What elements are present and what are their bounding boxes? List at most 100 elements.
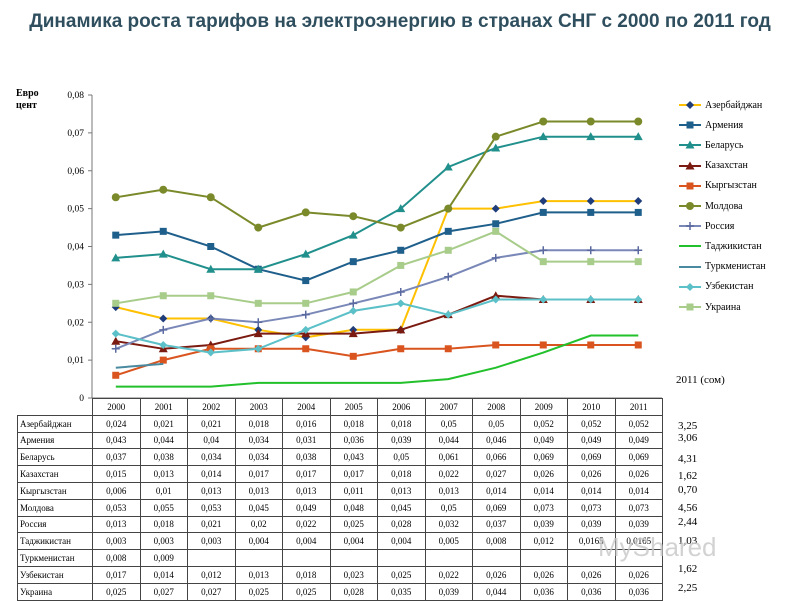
y-tick-label: 0,08 <box>67 91 84 101</box>
data-label: 0,069 <box>472 498 521 517</box>
data-point <box>302 345 310 353</box>
data-point <box>491 143 501 152</box>
data-point <box>444 272 453 281</box>
data-label: 0,043 <box>92 431 141 450</box>
data-point <box>111 193 120 202</box>
data-point <box>159 185 168 194</box>
y-tick-label: 0,06 <box>67 167 84 177</box>
data-label: 0,016 <box>282 414 331 433</box>
data-label: 0,022 <box>424 465 473 483</box>
data-label: 0,037 <box>92 448 141 467</box>
row-name: Туркменистан <box>17 549 93 567</box>
x-tick-label: 2006 <box>377 398 426 416</box>
data-label: 0,017 <box>234 465 283 483</box>
data-label: 0,026 <box>519 565 568 584</box>
data-point <box>539 246 548 255</box>
legend-swatch <box>679 202 701 210</box>
legend-swatch <box>679 161 701 170</box>
x-tick-label: 2009 <box>519 398 568 416</box>
data-point <box>492 341 500 349</box>
data-point <box>111 344 120 353</box>
table-row: Таджикистан 0,003 0,003 0,003 0,004 0,004 0,00… <box>17 532 663 551</box>
data-point <box>159 356 167 364</box>
data-label: 0,004 <box>329 532 378 551</box>
data-label: 0,046 <box>472 431 521 450</box>
legend-swatch-marker <box>686 182 694 190</box>
data-label: 0,012 <box>519 532 568 551</box>
data-point <box>397 246 405 254</box>
table-corner-cell <box>17 398 93 416</box>
row-name: Молдова <box>17 498 93 517</box>
legend-swatch <box>679 303 701 311</box>
data-label: 0,012 <box>187 565 236 584</box>
legend-item: Узбекистан <box>678 280 753 294</box>
data-label: 0,026 <box>472 565 521 584</box>
data-point <box>539 117 548 126</box>
data-label: 0,013 <box>92 515 141 534</box>
data-point <box>491 295 500 304</box>
legend-item: Кыргызстан <box>678 179 757 193</box>
data-label: 0,039 <box>519 515 568 534</box>
table-row: Туркменистан 0,008 0,009 <box>17 549 663 567</box>
data-point <box>539 208 547 216</box>
data-label: 0,013 <box>234 565 283 584</box>
data-label: 0,05 <box>472 414 521 433</box>
data-label: 0,034 <box>234 431 283 450</box>
data-label: 0,039 <box>377 431 426 450</box>
data-label: 0,026 <box>519 465 568 483</box>
data-label: 0,053 <box>92 498 141 517</box>
data-point <box>587 258 595 266</box>
data-label: 0,05 <box>377 448 426 467</box>
data-label: 0,026 <box>567 565 616 584</box>
legend-label: Россия <box>705 220 735 232</box>
data-label: 0,004 <box>234 532 283 551</box>
data-label <box>282 549 331 567</box>
legend-item: Армения <box>678 118 743 132</box>
data-label: 0,024 <box>92 414 141 433</box>
x-tick-label: 2003 <box>234 398 283 416</box>
data-label: 0,026 <box>614 565 663 584</box>
legend-swatch <box>679 265 701 268</box>
data-point <box>634 208 642 216</box>
x-tick-label: 2010 <box>567 398 616 416</box>
side-value: 3,25 <box>678 420 698 432</box>
data-point <box>112 371 120 379</box>
data-point <box>491 291 501 300</box>
data-point <box>302 277 310 285</box>
data-label: 0,023 <box>329 565 378 584</box>
series-7 <box>115 334 639 388</box>
side-value: 1,62 <box>678 563 698 575</box>
data-label: 0,052 <box>614 414 663 433</box>
data-label: 0,027 <box>187 582 236 601</box>
row-name: Кыргызстан <box>17 481 93 500</box>
x-tick-label: 2004 <box>282 398 331 416</box>
data-label: 0,049 <box>282 498 331 517</box>
data-label: 0,018 <box>377 465 426 483</box>
series-9 <box>111 295 643 357</box>
table-header-row: 2000 2001 2002 2003 2004 2005 2006 2007 2008 2009… <box>17 398 663 416</box>
row-name: Казахстан <box>17 465 93 483</box>
data-label: 0,069 <box>614 448 663 467</box>
data-point <box>396 287 405 296</box>
data-point <box>586 117 595 126</box>
data-label: 0,052 <box>519 414 568 433</box>
data-label: 0,036 <box>519 582 568 601</box>
data-label: 0,013 <box>234 481 283 500</box>
data-point <box>586 295 595 304</box>
data-label: 0,045 <box>234 498 283 517</box>
data-label: 0,022 <box>282 515 331 534</box>
data-label: 0,003 <box>139 532 188 551</box>
data-label: 0,036 <box>329 431 378 450</box>
data-label: 0,014 <box>519 481 568 500</box>
data-label <box>519 549 568 567</box>
side-value: 1,03 <box>678 535 698 547</box>
data-label: 0,048 <box>329 498 378 517</box>
data-point <box>634 117 643 126</box>
table-row: Узбекистан 0,017 0,014 0,012 0,013 0,018 0,023… <box>17 565 663 584</box>
data-label <box>329 549 378 567</box>
data-point <box>254 223 263 232</box>
series-0 <box>111 197 643 342</box>
data-label: 0,069 <box>519 448 568 467</box>
row-name: Беларусь <box>17 448 93 467</box>
data-point <box>159 314 168 323</box>
